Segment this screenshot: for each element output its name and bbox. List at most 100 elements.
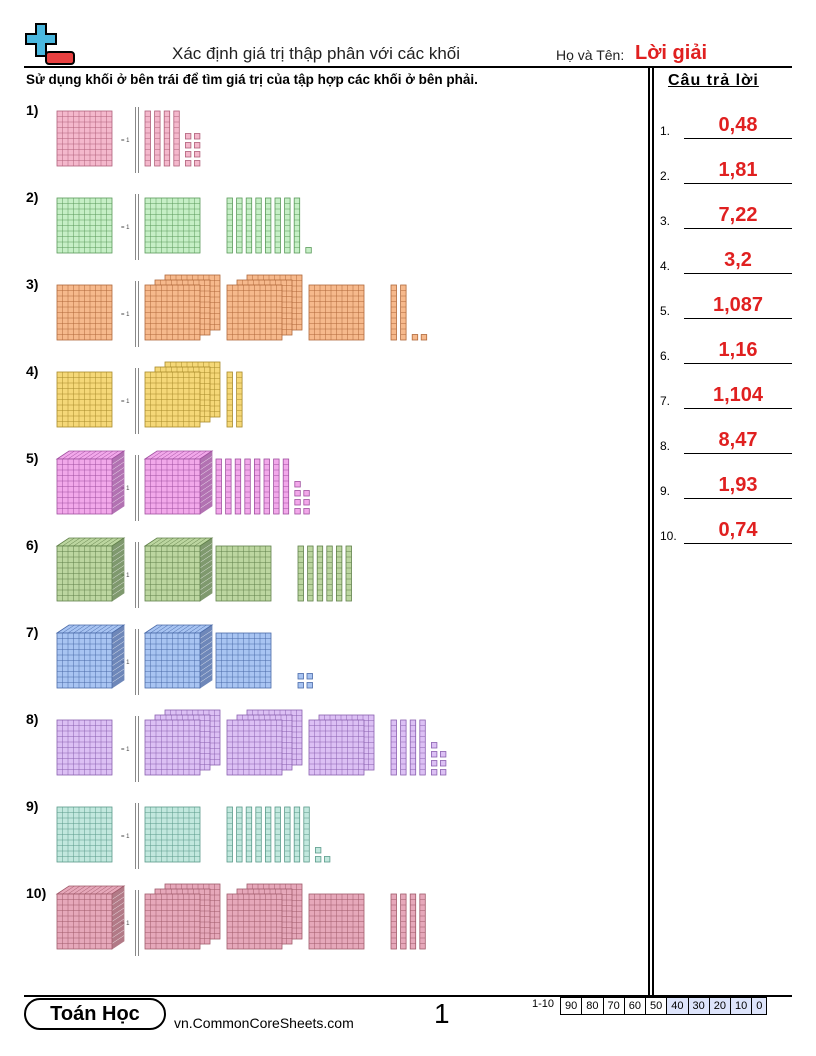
rod-block bbox=[303, 806, 310, 863]
unit-block bbox=[294, 490, 301, 497]
problem-number: 3) bbox=[26, 276, 39, 292]
unit-block bbox=[420, 334, 428, 341]
unit-block bbox=[430, 760, 438, 767]
problem-separator bbox=[135, 107, 139, 173]
answer-value: 0,48 bbox=[718, 114, 758, 136]
answer-line bbox=[684, 543, 792, 544]
flat-block bbox=[144, 719, 201, 776]
answer-number: 5. bbox=[660, 304, 671, 318]
name-value: Lời giải bbox=[635, 42, 708, 64]
name-label: Họ và Tên: bbox=[556, 47, 625, 63]
answer-value: 1,81 bbox=[718, 159, 758, 181]
problem-number: 10) bbox=[26, 885, 47, 901]
flat-block bbox=[226, 284, 283, 341]
rod-block bbox=[409, 719, 417, 776]
answer-value: 3,2 bbox=[724, 249, 752, 271]
reference-flat-block bbox=[56, 197, 113, 254]
rod-block bbox=[234, 458, 242, 515]
equals-one-label: = 1 bbox=[121, 573, 130, 579]
rod-block bbox=[419, 893, 426, 950]
answer-value: 1,087 bbox=[712, 294, 764, 316]
rod-block bbox=[253, 458, 261, 515]
unit-block bbox=[184, 133, 192, 140]
answer-value: 0,74 bbox=[718, 519, 758, 541]
unit-block bbox=[193, 151, 201, 158]
unit-block bbox=[439, 760, 447, 767]
answer-number: 2. bbox=[660, 169, 671, 183]
score-cell: 10 bbox=[731, 997, 753, 1015]
cube-block bbox=[55, 450, 126, 515]
unit-block bbox=[323, 856, 331, 863]
flat-block bbox=[215, 545, 272, 602]
page-number: 1 bbox=[434, 998, 450, 1029]
unit-block bbox=[294, 499, 301, 506]
answer-value: 8,47 bbox=[718, 429, 758, 451]
unit-block bbox=[314, 847, 322, 854]
unit-block bbox=[294, 481, 301, 488]
answer-column-divider bbox=[648, 68, 650, 996]
unit-block bbox=[184, 142, 192, 149]
answer-number: 1. bbox=[660, 124, 671, 138]
block-set bbox=[55, 537, 352, 602]
rod-block bbox=[226, 371, 233, 428]
rod-block bbox=[419, 719, 426, 776]
unit-block bbox=[303, 499, 310, 506]
answer-line bbox=[684, 453, 792, 454]
answer-line bbox=[684, 318, 792, 319]
block-set bbox=[56, 197, 312, 254]
footer-divider bbox=[24, 995, 792, 997]
reference-flat-block bbox=[56, 806, 113, 863]
problem-number: 5) bbox=[26, 450, 39, 466]
rod-block bbox=[255, 806, 262, 863]
rod-block bbox=[255, 197, 262, 254]
equals-one-label: = 1 bbox=[121, 486, 130, 492]
cube-block bbox=[143, 450, 214, 515]
score-table: 1-10 90 80 70 60 50 40 30 20 10 0 bbox=[532, 997, 768, 1015]
rod-block bbox=[245, 197, 253, 254]
rod-block bbox=[225, 458, 232, 515]
unit-block bbox=[297, 682, 304, 689]
equals-one-label: = 1 bbox=[121, 225, 130, 231]
answer-line bbox=[684, 408, 792, 409]
score-range-label: 1-10 bbox=[532, 998, 555, 1010]
flat-block bbox=[144, 197, 201, 254]
rod-block bbox=[274, 197, 281, 254]
rod-block bbox=[226, 806, 233, 863]
block-set bbox=[56, 709, 447, 776]
rod-block bbox=[400, 284, 407, 341]
reference-flat-block bbox=[56, 110, 113, 167]
rod-block bbox=[345, 545, 352, 602]
block-set bbox=[56, 110, 201, 167]
rod-block bbox=[236, 197, 243, 254]
flat-block bbox=[308, 284, 365, 341]
unit-block bbox=[193, 133, 201, 140]
reference-flat-block bbox=[56, 371, 113, 428]
unit-block bbox=[294, 508, 301, 515]
cube-block bbox=[143, 537, 214, 602]
answer-line bbox=[684, 273, 792, 274]
rod-block bbox=[390, 719, 397, 776]
cube-front-face bbox=[144, 545, 201, 602]
unit-block bbox=[303, 490, 310, 497]
site-link[interactable]: vn.CommonCoreSheets.com bbox=[174, 1015, 354, 1031]
rod-block bbox=[244, 458, 251, 515]
block-set bbox=[56, 806, 331, 863]
problem-separator bbox=[135, 803, 139, 869]
answer-number: 6. bbox=[660, 349, 671, 363]
problem-separator bbox=[135, 629, 139, 695]
rod-block bbox=[390, 893, 397, 950]
problem-separator bbox=[135, 542, 139, 608]
header-divider bbox=[24, 66, 792, 68]
flat-block bbox=[215, 632, 272, 689]
score-cell: 60 bbox=[624, 997, 647, 1015]
answer-line bbox=[684, 363, 792, 364]
answer-number: 10. bbox=[660, 529, 677, 543]
unit-block bbox=[306, 682, 313, 689]
rod-block bbox=[263, 458, 270, 515]
problem-separator bbox=[135, 890, 139, 956]
rod-block bbox=[400, 893, 407, 950]
problem-separator bbox=[135, 194, 139, 260]
flat-block bbox=[308, 719, 365, 776]
unit-block bbox=[306, 673, 313, 680]
rod-block bbox=[390, 284, 397, 341]
